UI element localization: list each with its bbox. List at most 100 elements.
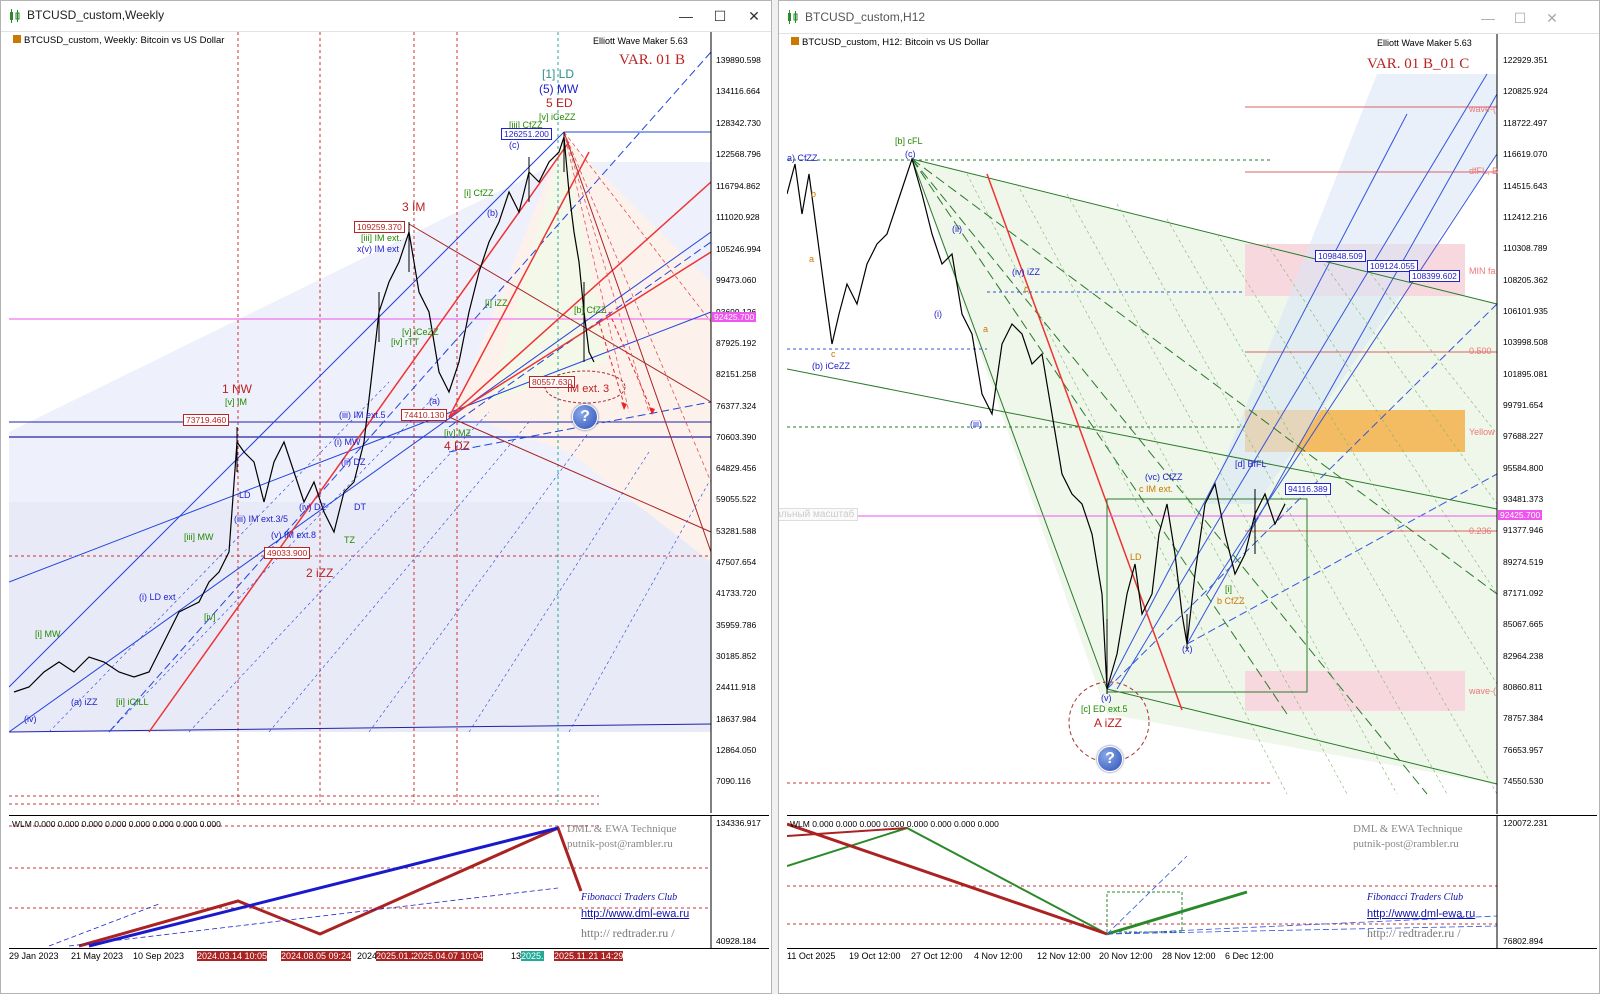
website-link[interactable]: http://www.dml-ewa.ru	[581, 908, 690, 920]
wave-label: c	[831, 349, 836, 359]
symbol-description: BTCUSD_custom, Weekly: Bitcoin vs US Dol…	[24, 35, 225, 46]
close-button[interactable]: ✕	[1546, 10, 1558, 26]
wave-label: 3 IM	[402, 200, 426, 214]
wlm-indicator-panel[interactable]: WLM 0.000 0.000 0.000 0.000 0.000 0.000 …	[787, 815, 1597, 948]
price-chart-area[interactable]: BTCUSD_custom, Weekly: Bitcoin vs US Dol…	[9, 32, 769, 813]
wlm-label: WLM 0.000 0.000 0.000 0.000 0.000 0.000 …	[12, 819, 221, 829]
wave-label: (ii)	[952, 224, 962, 234]
chart-header: BTCUSD_custom, H12: Bitcoin vs US Dollar	[791, 37, 989, 48]
price-tick: 99473.060	[716, 275, 757, 285]
close-button[interactable]: ✕	[748, 8, 760, 24]
date-tick: 27 Oct 12:00	[911, 951, 963, 961]
minimize-button[interactable]: —	[1481, 10, 1495, 26]
window-title: BTCUSD_custom,Weekly	[27, 8, 165, 22]
price-tick: 47507.654	[716, 557, 757, 567]
wave-label: (iv) iZZ	[1012, 267, 1040, 277]
help-question-icon[interactable]: ?	[1097, 746, 1123, 772]
website-link[interactable]: http:// redtrader.ru /	[1367, 926, 1461, 940]
maximize-button[interactable]: ☐	[1513, 10, 1527, 26]
wave-label: (iv)	[24, 714, 37, 724]
price-tick: 116619.070	[1503, 149, 1548, 159]
vertical-scale-tooltip: Вертикальный масштаб	[779, 508, 859, 521]
symbol-description: BTCUSD_custom, H12: Bitcoin vs US Dollar	[802, 37, 989, 48]
wave-label: DT	[354, 502, 366, 512]
price-tick: 120825.924	[1503, 86, 1548, 96]
website-link[interactable]: http://www.dml-ewa.ru	[1367, 908, 1476, 920]
wave-label: [i]	[1225, 584, 1233, 594]
wave-label: LD	[239, 490, 251, 500]
wave-label: TZ	[344, 535, 355, 545]
indicator-drawing-layer	[9, 816, 712, 948]
indicator-min: 76802.894	[1503, 936, 1544, 946]
wave-label: (iv) DZ	[299, 502, 326, 512]
price-tick: 24411.918	[716, 682, 756, 692]
price-tag: 108399.602	[1409, 270, 1460, 282]
weekly-chart-window[interactable]: BTCUSD_custom,Weekly — ☐ ✕	[0, 0, 772, 994]
date-tick: 21 May 2023	[71, 951, 124, 961]
maximize-button[interactable]: ☐	[713, 8, 727, 24]
wave-label: 5 ED	[546, 96, 573, 110]
time-axis[interactable]: 11 Oct 2025 19 Oct 12:00 27 Oct 12:00 4 …	[787, 948, 1597, 965]
wave-label: IM ext. 3	[567, 383, 610, 395]
price-tick: 95584.800	[1503, 463, 1544, 473]
level-label: 0.500	[1469, 346, 1492, 356]
wave-label: [v] iCeZZ	[402, 327, 439, 337]
help-question-icon[interactable]: ?	[572, 404, 598, 430]
minimize-button[interactable]: —	[679, 8, 693, 24]
level-label: 0.236	[1469, 526, 1492, 536]
wave-label: [ii] iCfLL	[116, 697, 149, 707]
price-tick: 59055.522	[716, 494, 757, 504]
wave-label: 4 DZ	[444, 439, 471, 453]
date-tick: 28 Nov 12:00	[1162, 951, 1216, 961]
price-tick: 97688.227	[1503, 431, 1544, 441]
title-bar[interactable]: BTCUSD_custom,Weekly — ☐ ✕	[1, 1, 771, 32]
price-tick: 134116.664	[716, 86, 761, 96]
signature-email: putnik-post@rambler.ru	[567, 838, 673, 850]
price-tick: 80860.811	[1503, 682, 1543, 692]
date-tick: 20 Nov 12:00	[1099, 951, 1153, 961]
chart-window-icon	[10, 9, 20, 23]
date-tick: 19 Oct 12:00	[849, 951, 901, 961]
wlm-indicator-panel[interactable]: WLM 0.000 0.000 0.000 0.000 0.000 0.000 …	[9, 815, 769, 948]
indicator-max: 134336.917	[716, 818, 761, 828]
price-tick: 7090.116	[716, 776, 751, 786]
price-tick: 64829.456	[716, 463, 757, 473]
h12-chart-window[interactable]: BTCUSD_custom,H12 — ☐ ✕	[778, 0, 1600, 994]
price-tick: 30185.852	[716, 651, 757, 661]
price-tag: 94116.389	[1285, 483, 1331, 495]
date-tick: 2024	[357, 951, 378, 961]
price-tick: 82151.258	[716, 369, 757, 379]
chart-drawing-layer	[9, 32, 712, 813]
wave-label: (a)	[429, 396, 440, 406]
wave-label: (i)	[934, 309, 942, 319]
indicator-name: Elliott Wave Maker 5.63	[593, 36, 688, 46]
wave-label: a) CfZZ	[787, 153, 818, 163]
wave-label: (iii) IM ext.5	[339, 410, 386, 420]
wave-label: [c] ED ext.5	[1081, 704, 1128, 714]
price-tick: 118722.497	[1503, 118, 1548, 128]
price-tick: 108205.362	[1503, 275, 1548, 285]
title-bar[interactable]: BTCUSD_custom,H12 — ☐ ✕	[779, 1, 1599, 34]
time-axis[interactable]: 29 Jan 2023 21 May 2023 10 Sep 2023 2024…	[9, 948, 769, 965]
wave-label: (iii) IM ext.3/5	[234, 514, 289, 524]
price-tag: 74410.130	[401, 409, 448, 421]
wave-label: [i] iZZ	[485, 298, 508, 308]
wave-label: [v] IM	[225, 397, 247, 407]
date-tick: 4 Nov 12:00	[974, 951, 1023, 961]
chart-window-icon	[788, 10, 798, 24]
wave-label: (i) LD ext	[139, 592, 176, 602]
price-tick: 122929.351	[1503, 55, 1548, 65]
price-tick: 74550.530	[1503, 776, 1544, 786]
date-tick: 12 Nov 12:00	[1037, 951, 1091, 961]
level-label: dfFL, B	[1469, 166, 1499, 176]
price-tick: 93481.373	[1503, 494, 1544, 504]
chart-header: BTCUSD_custom, Weekly: Bitcoin vs US Dol…	[13, 35, 224, 46]
wave-label: b	[811, 189, 817, 199]
wave-label: 1 NW	[222, 382, 252, 396]
website-link[interactable]: http:// redtrader.ru /	[581, 926, 675, 940]
wave-label: [iii] MW	[184, 532, 214, 542]
wave-label: (x)	[1182, 644, 1193, 654]
price-tick: 12864.050	[716, 745, 757, 755]
price-chart-area[interactable]: BTCUSD_custom, H12: Bitcoin vs US Dollar…	[779, 34, 1597, 814]
price-tick: 101895.081	[1503, 369, 1548, 379]
